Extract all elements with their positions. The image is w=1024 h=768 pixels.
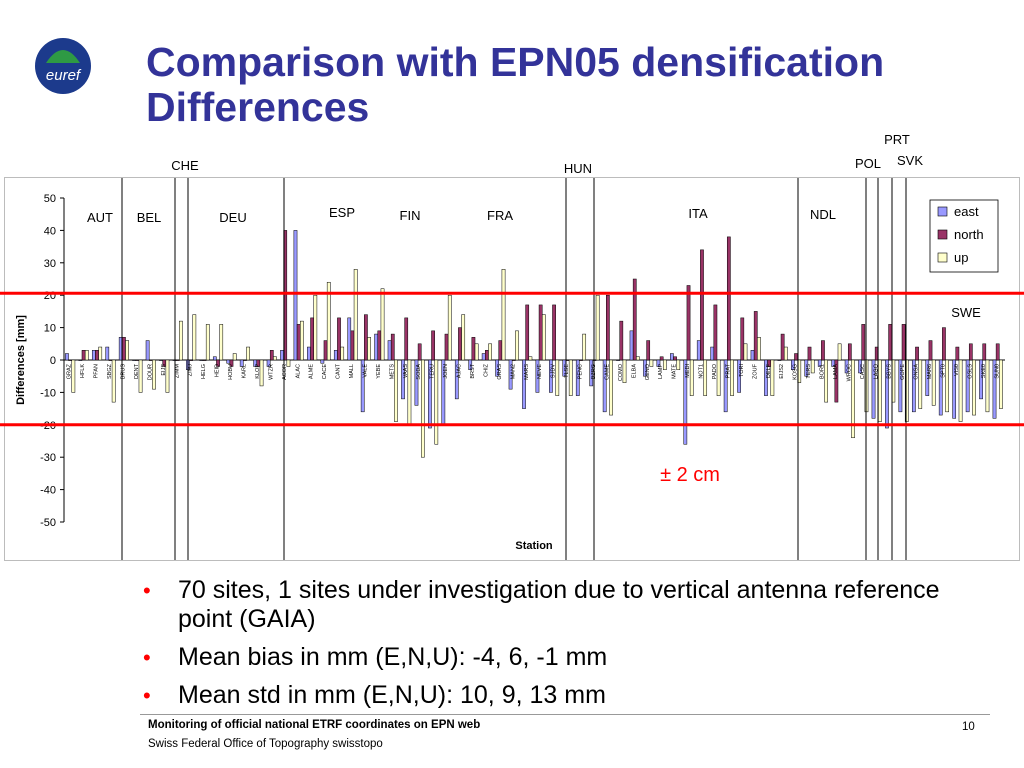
bullet-item: • 70 sites, 1 sites under investigation d… — [140, 576, 1000, 634]
footer-title: Monitoring of official national ETRF coo… — [148, 719, 481, 731]
bullet-dot-icon: • — [143, 683, 151, 708]
country-label: SVK — [897, 153, 923, 168]
bullet-list: • 70 sites, 1 sites under investigation d… — [140, 576, 1000, 719]
country-label: POL — [855, 156, 881, 171]
country-label: PRT — [884, 132, 910, 147]
title-line-2: Differences — [146, 84, 370, 130]
footer-divider — [140, 714, 990, 715]
country-label: CHE — [171, 158, 199, 173]
slide-title: Comparison with EPN05 densification Diff… — [146, 40, 1006, 130]
bullet-text: 70 sites, 1 sites under investigation du… — [178, 576, 940, 633]
bullet-text: Mean bias in mm (E,N,U): -4, 6, -1 mm — [178, 643, 608, 671]
page-number: 10 — [962, 721, 975, 733]
footer-organization: Swiss Federal Office of Topography swiss… — [148, 738, 383, 750]
euref-logo: euref — [35, 38, 91, 94]
bullet-text: Mean std in mm (E,N,U): 10, 9, 13 mm — [178, 681, 606, 709]
title-line-1: Comparison with EPN05 densification — [146, 39, 885, 85]
chart-frame — [4, 177, 1020, 561]
bullet-dot-icon: • — [143, 578, 151, 603]
bullet-dot-icon: • — [143, 645, 151, 670]
bullet-item: • Mean std in mm (E,N,U): 10, 9, 13 mm — [140, 681, 1000, 710]
logo-text: euref — [46, 67, 82, 84]
bullet-item: • Mean bias in mm (E,N,U): -4, 6, -1 mm — [140, 643, 1000, 672]
country-label: HUN — [564, 161, 592, 176]
